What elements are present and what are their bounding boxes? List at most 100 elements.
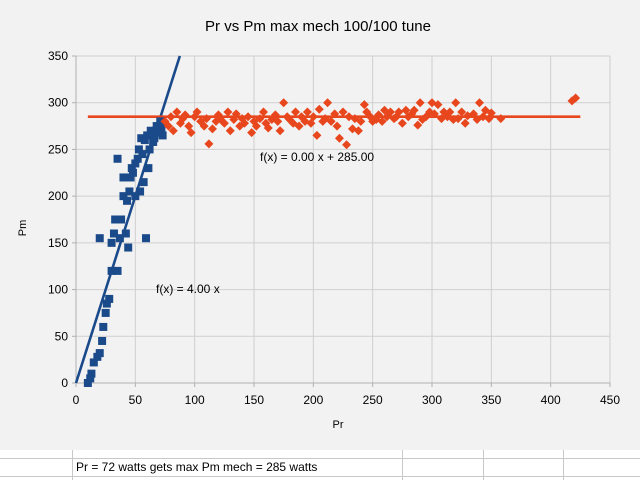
data-point-diamond [474, 98, 484, 108]
data-point-square [95, 234, 104, 243]
data-point-diamond [251, 121, 261, 131]
sheet-col-border [402, 450, 403, 480]
y-tick-label: 350 [48, 49, 68, 63]
data-point-diamond [453, 114, 463, 124]
data-point-diamond [314, 104, 324, 114]
data-point-square [95, 349, 104, 358]
data-point-diamond [223, 107, 233, 117]
data-point-diamond [397, 118, 407, 128]
data-point-square [113, 266, 122, 275]
data-point-square [123, 196, 132, 205]
data-point-square [131, 159, 140, 168]
data-point-square [89, 358, 98, 367]
data-point-diamond [225, 126, 235, 136]
spreadsheet-strip: Pr = 72 watts gets max Pm mech = 285 wat… [0, 450, 640, 480]
sheet-col-border [72, 450, 73, 480]
sheet-col-border [483, 450, 484, 480]
y-tick-label: 250 [48, 142, 68, 156]
data-point-diamond [429, 109, 439, 119]
data-point-square [102, 299, 111, 308]
y-tick-label: 100 [48, 283, 68, 297]
data-point-diamond [255, 114, 265, 124]
data-point-square [152, 122, 161, 131]
data-point-diamond [279, 98, 289, 108]
data-point-diamond [166, 112, 176, 122]
data-point-square [121, 229, 130, 238]
data-point-square [117, 215, 126, 224]
data-point-square [87, 369, 96, 378]
data-point-square [125, 187, 134, 196]
data-point-diamond [243, 112, 253, 122]
data-point-square [119, 173, 128, 182]
data-point-diamond [258, 107, 268, 117]
data-point-diamond [334, 133, 344, 143]
data-point-diamond [359, 100, 369, 110]
data-point-square [107, 238, 116, 247]
data-point-diamond [312, 130, 322, 140]
data-point-diamond [415, 98, 425, 108]
data-point-square [139, 178, 148, 187]
data-point-square [142, 234, 151, 243]
y-tick-label: 50 [55, 329, 69, 343]
data-point-square [150, 134, 159, 143]
x-tick-label: 200 [303, 393, 323, 407]
data-point-diamond [353, 126, 363, 136]
axes: 0 50 100 150 200 250 300 350 0 50 100 150 200 250 300 3… [48, 49, 620, 407]
data-point-diamond [202, 114, 212, 124]
data-point-diamond [207, 124, 217, 134]
data-point-square [107, 266, 116, 275]
data-point-square [126, 173, 135, 182]
data-point-diamond [240, 118, 250, 128]
data-point-diamond [377, 116, 387, 126]
sheet-row-border [0, 458, 640, 459]
x-tick-label: 150 [244, 393, 264, 407]
data-point-diamond [342, 140, 352, 150]
data-point-square [140, 136, 149, 145]
x-tick-label: 350 [481, 393, 501, 407]
data-point-diamond [294, 121, 304, 131]
data-point-diamond [180, 110, 190, 120]
data-points [83, 93, 581, 387]
data-point-square [158, 131, 167, 140]
data-point-square [113, 154, 122, 163]
data-point-square [146, 126, 155, 135]
data-point-square [111, 215, 120, 224]
data-point-diamond [247, 128, 257, 138]
sheet-note-cell[interactable]: Pr = 72 watts gets max Pm mech = 285 wat… [76, 460, 318, 474]
data-point-diamond [192, 107, 202, 117]
data-point-diamond [332, 121, 342, 131]
data-point-diamond [571, 93, 581, 103]
data-point-square [156, 117, 165, 126]
x-tick-label: 50 [129, 393, 143, 407]
trendline-rising [74, 55, 182, 384]
data-point-diamond [445, 107, 455, 117]
data-point-square [136, 187, 145, 196]
data-point-diamond [457, 107, 467, 117]
data-point-diamond [326, 116, 336, 126]
data-point-diamond [338, 107, 348, 117]
x-tick-label: 450 [600, 393, 620, 407]
data-point-diamond [231, 109, 241, 119]
data-point-diamond [308, 112, 318, 122]
data-point-square [83, 379, 92, 387]
data-point-square [128, 168, 137, 177]
data-point-diamond [356, 116, 366, 126]
trendline-label-rising: f(x) = 4.00 x [156, 282, 220, 296]
data-point-diamond [263, 123, 273, 133]
data-point-diamond [330, 109, 340, 119]
sheet-row-border [0, 476, 640, 477]
data-point-square [119, 192, 128, 201]
data-point-diamond [323, 98, 333, 108]
data-point-square [101, 308, 110, 317]
y-axis-label: Pm [17, 220, 29, 237]
data-point-diamond [219, 118, 229, 128]
data-point-square [86, 374, 95, 383]
data-point-diamond [394, 107, 404, 117]
data-point-diamond [433, 100, 443, 110]
x-tick-label: 400 [541, 393, 561, 407]
x-tick-label: 250 [363, 393, 383, 407]
x-axis-label: Pr [333, 419, 344, 431]
x-tick-label: 300 [422, 393, 442, 407]
data-point-square [133, 154, 142, 163]
data-point-diamond [291, 107, 301, 117]
